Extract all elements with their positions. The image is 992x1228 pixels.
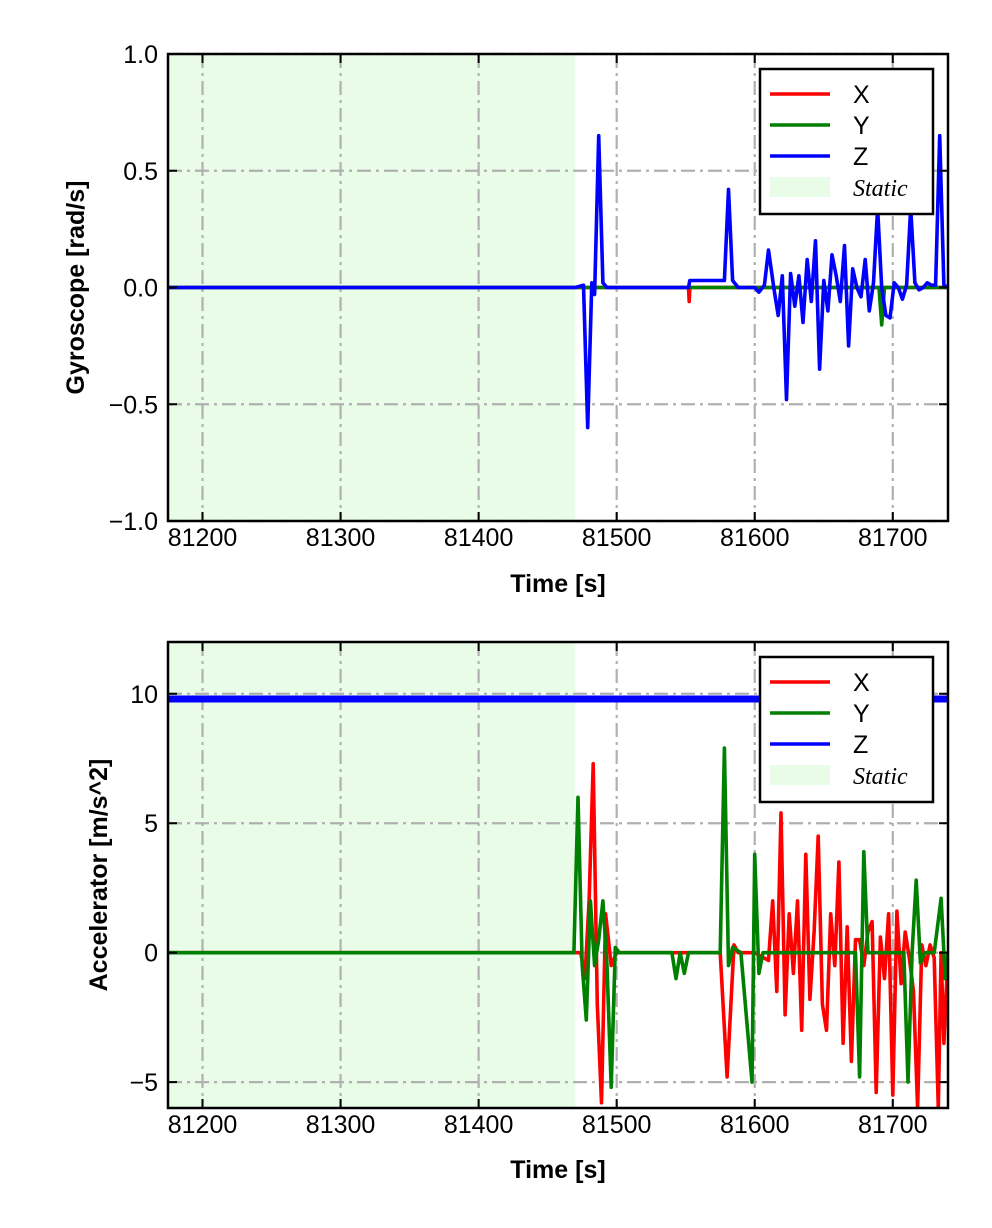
- chart1-series-group: [168, 133, 948, 430]
- chart1-xtick-label: 81300: [306, 524, 376, 552]
- chart2-xtick-label: 81400: [444, 1111, 514, 1139]
- chart1-xtick-label: 81400: [444, 524, 514, 552]
- chart2-xtick-label: 81700: [858, 1111, 928, 1139]
- chart2-legend-swatch-static: [770, 765, 830, 785]
- chart1-xtick-label: 81500: [582, 524, 652, 552]
- chart2-axes-frame: [166, 640, 950, 1110]
- chart1-panel: 81200 81300 81400 81500 81600 81700 −1.0 −0.5 0.…: [62, 41, 950, 598]
- chart2-panel: 81200 81300 81400 81500 81600 81700 −5 0 5 10 Time…: [85, 640, 950, 1184]
- chart1-ytick-label: 0.5: [123, 158, 158, 186]
- chart2-legend-label-static: Static: [853, 764, 908, 790]
- chart1-legend-label-static: Static: [853, 176, 908, 202]
- chart1-ytick-label: 0.0: [123, 275, 158, 303]
- chart2-ytick-label: −5: [129, 1069, 158, 1097]
- chart2-ytick-label: 10: [130, 681, 158, 709]
- chart1-xtick-label: 81700: [858, 524, 928, 552]
- chart2-xaxis-title: Time [s]: [510, 1156, 605, 1184]
- chart2-xtick-label: 81500: [582, 1111, 652, 1139]
- chart2-ytick-label: 0: [144, 940, 158, 968]
- chart1-legend: XYZ Static: [758, 67, 935, 216]
- chart1-legend-label-x: X: [853, 81, 870, 109]
- chart1-xaxis-title: Time [s]: [510, 570, 605, 598]
- chart1-legend-label-y: Y: [853, 112, 870, 140]
- chart1-xtick-label: 81200: [168, 524, 238, 552]
- chart1-yaxis-title: Gyroscope [rad/s]: [62, 181, 90, 395]
- chart2-legend-label-z: Z: [853, 731, 868, 759]
- chart2-static-region: [168, 642, 576, 1108]
- chart2-yaxis-title: Accelerator [m/s^2]: [85, 759, 113, 992]
- chart1-xtick-label: 81600: [720, 524, 790, 552]
- chart2-legend: XYZ Static: [758, 655, 935, 804]
- chart2-xtick-label: 81600: [720, 1111, 790, 1139]
- chart1-ytick-label: −1.0: [109, 508, 158, 536]
- chart1-legend-swatch-static: [770, 177, 830, 197]
- chart2-xtick-label: 81300: [306, 1111, 376, 1139]
- chart2-series-y-line: [168, 746, 948, 1090]
- chart1-series-z-line: [168, 133, 948, 430]
- chart2-legend-label-x: X: [853, 669, 870, 697]
- chart1-ytick-label: 1.0: [123, 41, 158, 69]
- chart2-legend-label-y: Y: [853, 700, 870, 728]
- chart2-xtick-label: 81200: [168, 1111, 238, 1139]
- chart1-legend-label-z: Z: [853, 143, 868, 171]
- chart1-ytick-label: −0.5: [109, 391, 158, 419]
- chart2-ytick-label: 5: [144, 810, 158, 838]
